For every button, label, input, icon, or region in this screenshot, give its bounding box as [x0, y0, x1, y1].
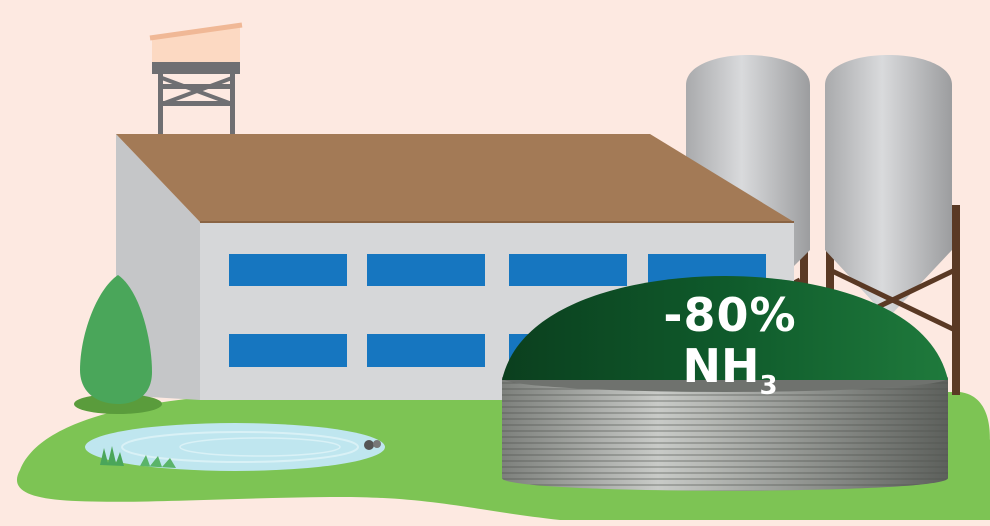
window — [509, 254, 627, 286]
pond — [85, 423, 385, 471]
water-tower — [149, 22, 243, 134]
window — [229, 334, 347, 367]
window — [229, 254, 347, 286]
window — [367, 254, 485, 286]
formula-subscript: 3 — [759, 371, 778, 401]
biogas-tank — [502, 364, 948, 491]
reduction-percent: -80% — [663, 288, 797, 342]
tree — [74, 275, 162, 414]
window — [367, 334, 485, 367]
ammonia-reduction-label: -80% NH3 — [590, 288, 870, 399]
formula-main: NH — [682, 339, 760, 393]
ammonia-formula: NH3 — [590, 339, 870, 399]
biogas-dome — [502, 276, 948, 380]
